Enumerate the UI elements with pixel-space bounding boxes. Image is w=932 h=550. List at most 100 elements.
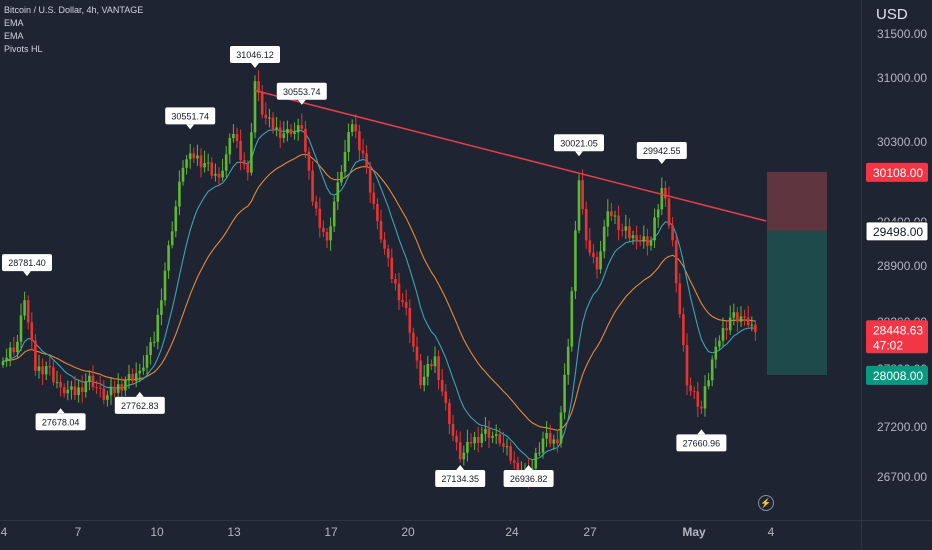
candle-body [188,153,192,160]
candle-body [44,366,48,375]
candle-body [127,374,131,381]
candle-body [617,215,620,230]
candle-body [268,117,271,119]
pivot-label-box [2,254,52,272]
candle-body [149,342,152,355]
candle-body [404,302,408,308]
candle-body [311,170,314,202]
candle-body [170,231,174,246]
candle-body [696,391,700,407]
candle-body [98,387,102,389]
ema-fast-line [2,129,756,461]
candle-body [487,428,491,438]
candle-body [570,291,574,347]
candle-body [451,424,455,436]
candle-body [422,376,426,386]
currency-label[interactable]: USD [876,6,908,23]
candle-body [332,201,336,227]
candle-body [163,270,167,301]
candle-body [548,432,552,444]
pivot-label-box [230,46,280,63]
candle-body [563,374,566,413]
candle-body [84,381,88,393]
candle-body [736,312,739,322]
candle-body [512,460,516,463]
candle-body [660,187,664,210]
candle-body [678,283,682,315]
candle-body [210,162,214,176]
candle-body [196,155,199,159]
candle-body [318,208,322,228]
pivot-label: 27762.83 [121,401,159,411]
pivot-label: 26936.82 [510,474,548,484]
candle-body [253,81,257,133]
candle-body [246,164,250,173]
candle-body [437,356,440,381]
candle-body [66,389,70,394]
candle-body [109,386,113,396]
indicator-pivots[interactable]: Pivots HL [4,44,43,54]
lightning-icon[interactable]: ⚡ [758,495,774,511]
pivot-label-pointer [297,99,306,105]
price-tick-label: 31500.00 [877,27,927,41]
candle-body [484,428,487,434]
last-price-label: 47:02 [873,338,903,352]
price-tick-label: 26700.00 [877,470,927,484]
candle-body [178,181,181,207]
candle-body [725,328,728,331]
candle-body [606,211,610,227]
candle-body [145,354,149,368]
candle-body [509,446,512,461]
candle-body [732,312,736,318]
candle-body [469,441,473,444]
indicator-ema-1[interactable]: EMA [4,18,24,28]
candle-body [124,380,127,391]
candle-body [41,366,44,375]
symbol-title[interactable]: Bitcoin / U.S. Dollar, 4h, VANTAGE [4,5,144,15]
candle-body [289,128,293,134]
pivot-label: 27134.35 [441,474,479,484]
candle-body [152,341,156,343]
candle-body [667,198,671,226]
time-tick-label: 27 [583,525,597,539]
candle-body [120,384,124,391]
candle-body [26,300,30,323]
candle-body [70,386,73,390]
candle-body [610,211,613,217]
candle-body [232,134,235,139]
time-tick-label: 7 [75,525,82,539]
time-tick-label: 4 [1,525,8,539]
pivot-label: 28781.40 [8,258,46,268]
candle-body [59,381,62,388]
pivot-label-pointer [135,391,144,397]
pivot-label-pointer [56,408,65,414]
candle-body [365,153,368,167]
candle-body [728,317,732,331]
target-zone [767,171,827,231]
candle-body [206,162,210,164]
candle-body [628,226,631,239]
candle-body [73,386,77,395]
candle-body [700,406,703,409]
resistance-trendline [254,89,767,222]
candle-body [502,443,505,447]
candle-body [505,446,509,448]
candle-body [592,252,595,257]
candle-body [394,279,397,284]
candle-body [376,204,379,221]
candle-body [300,125,304,129]
candle-body [714,346,718,360]
pivot-label-box [503,470,554,487]
time-tick-label: May [682,525,706,539]
candle-body [347,132,350,152]
indicator-ema-2[interactable]: EMA [4,31,24,41]
candle-body [271,117,275,130]
candle-body [440,380,444,392]
time-tick-label: 10 [150,525,164,539]
candle-body [494,434,498,437]
candle-body [430,364,433,367]
pivot-label-box [636,141,687,159]
candle-body [466,441,469,453]
candle-body [12,347,16,353]
